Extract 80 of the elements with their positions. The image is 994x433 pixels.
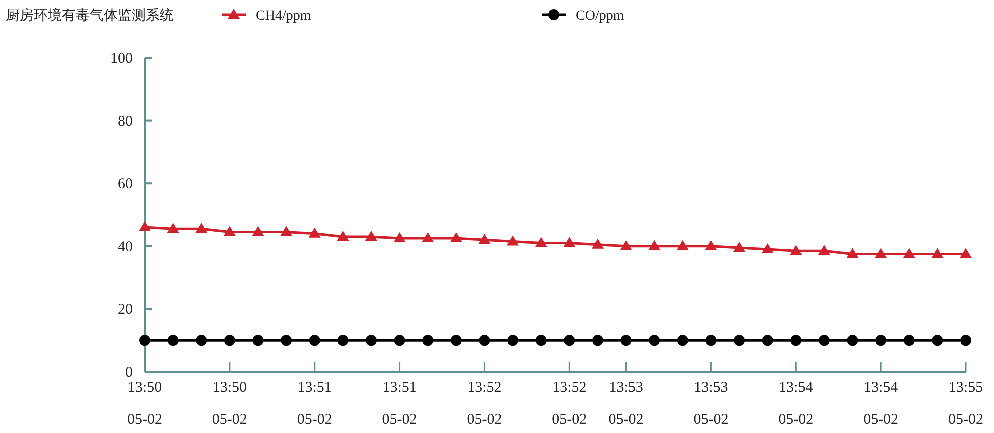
point [508,335,519,346]
point [818,245,830,256]
point [139,222,151,232]
x-tick-label: 13:53 05-02 [694,380,729,428]
point [224,335,236,346]
x-tick-label: 13:52 05-02 [467,380,502,428]
chart-title: 厨房环境有毒气体监测系统 [6,8,174,24]
point [790,245,802,256]
point [734,335,746,346]
point [620,335,632,346]
x-tick-label: 13:51 05-02 [297,380,332,428]
point [422,335,434,346]
point [790,335,802,346]
point [734,242,746,252]
point [592,238,604,249]
point [479,335,490,346]
point [394,335,406,346]
legend-label: CH4/ppm [256,9,312,24]
point [932,248,944,258]
point [875,248,888,258]
point [196,335,208,346]
point [365,230,378,241]
point [450,232,462,243]
x-tick-label: 13:54 05-02 [778,380,814,428]
point [592,335,604,346]
point [903,248,916,258]
legend-label: CO/ppm [576,9,624,24]
point [932,335,944,346]
point [847,335,858,346]
point [338,335,349,346]
point [762,335,774,346]
y-tick-label: 20 [118,302,133,318]
point [536,335,547,346]
point [818,335,830,346]
point [280,226,293,236]
point [960,248,972,258]
x-tick-label: 13:50 05-02 [128,380,162,428]
point [337,230,350,241]
point [876,335,887,346]
point [564,335,576,346]
y-tick-label: 0 [126,365,133,381]
point [648,240,661,250]
point [309,335,320,346]
y-tick-label: 40 [118,239,133,256]
point [846,248,859,258]
point [422,232,434,243]
x-tick-label: 13:53 05-02 [608,380,644,428]
point [168,335,179,346]
point [706,335,717,346]
point [478,234,491,244]
point [564,237,576,248]
point [677,335,688,346]
point [140,335,150,346]
point [620,240,632,250]
point [252,335,264,346]
point [535,237,548,248]
point [366,335,377,346]
point [450,335,462,346]
x-tick-label: 13:54 05-02 [864,380,899,428]
point [224,226,236,236]
point [705,240,718,250]
point [960,335,972,346]
x-tick-label: 13:50 05-02 [212,380,248,428]
y-tick-label: 80 [118,114,133,130]
point [762,244,774,254]
point [507,236,520,246]
y-tick-label: 100 [110,51,133,67]
x-tick-label: 13:52 05-02 [552,380,588,428]
point [394,232,406,243]
y-tick-label: 60 [118,176,133,193]
point [308,228,321,238]
point [281,335,292,346]
point [167,223,180,234]
point [676,240,689,250]
point [649,335,660,346]
x-tick-label: 13:51 05-02 [382,380,418,428]
point [196,223,208,234]
point [252,226,264,236]
x-tick-label: 13:55 05-02 [948,380,984,428]
point [904,335,915,346]
